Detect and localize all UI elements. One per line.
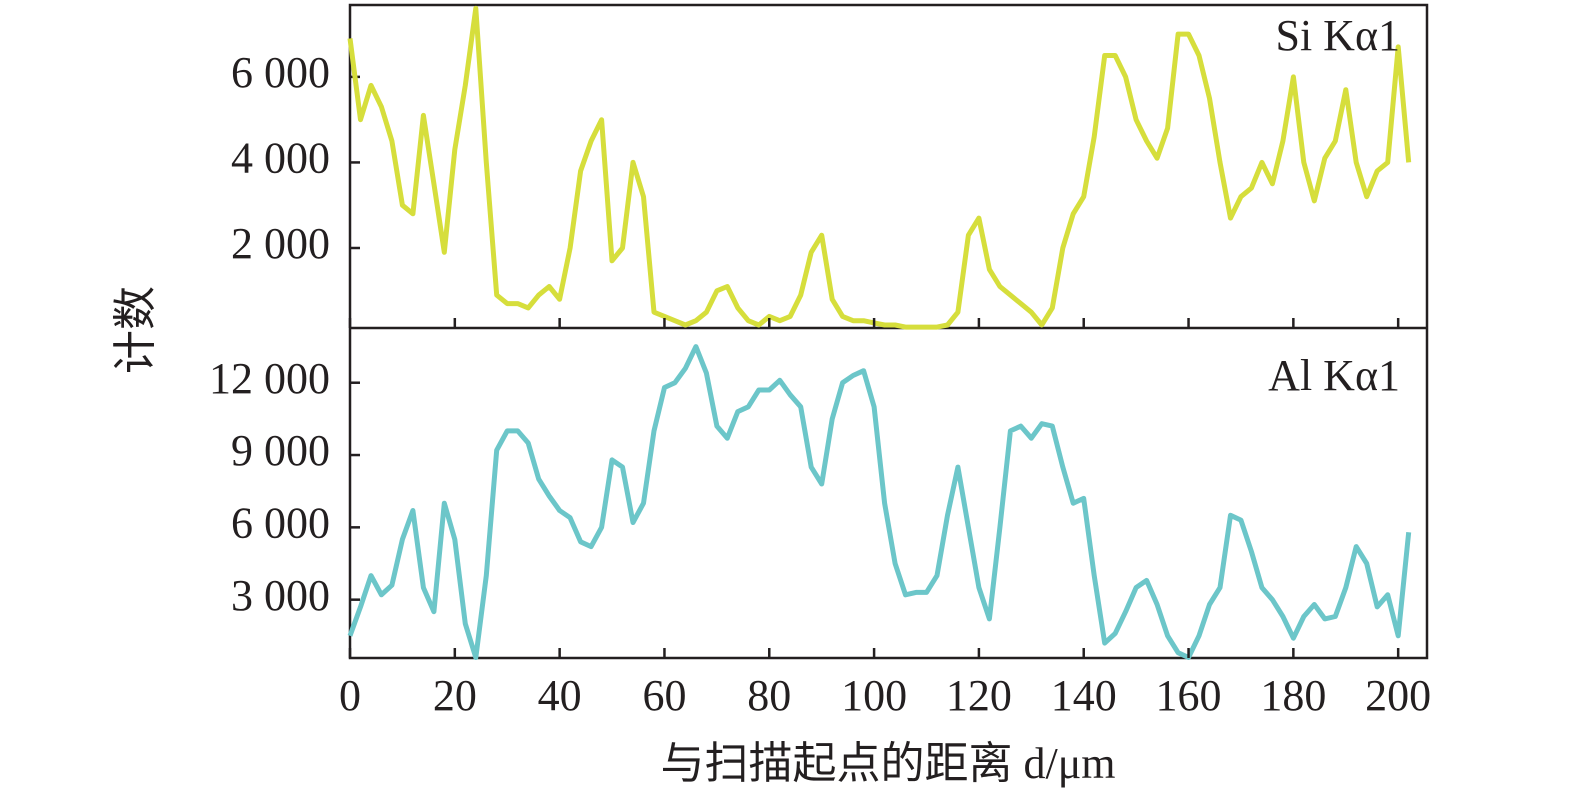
y-tick-label: 6 000 (231, 48, 330, 97)
y-axis-label: 计数 (111, 286, 160, 374)
legend-label: Si Kα1 (1275, 11, 1400, 60)
y-tick-label: 2 000 (231, 219, 330, 268)
x-tick-label: 180 (1260, 671, 1326, 720)
y-tick-label: 4 000 (231, 134, 330, 183)
x-tick-label: 200 (1365, 671, 1431, 720)
x-tick-label: 160 (1156, 671, 1222, 720)
y-tick-label: 6 000 (231, 498, 330, 547)
x-tick-label: 0 (339, 671, 361, 720)
x-tick-label: 120 (946, 671, 1012, 720)
x-tick-label: 60 (642, 671, 686, 720)
data-line (347, 5, 1412, 330)
x-tick-label: 80 (747, 671, 791, 720)
y-tick-label: 9 000 (231, 426, 330, 475)
x-tick-label: 20 (433, 671, 477, 720)
plot-frame (348, 3, 1429, 660)
x-tick-label: 40 (538, 671, 582, 720)
x-axis-label: 与扫描起点的距离 d/μm (660, 739, 1115, 788)
x-tick-label: 100 (841, 671, 907, 720)
data-line (347, 344, 1412, 660)
y-tick-label: 12 000 (209, 354, 330, 403)
legend-label: Al Kα1 (1268, 351, 1400, 400)
y-tick-label: 3 000 (231, 571, 330, 620)
x-tick-label: 140 (1051, 671, 1117, 720)
